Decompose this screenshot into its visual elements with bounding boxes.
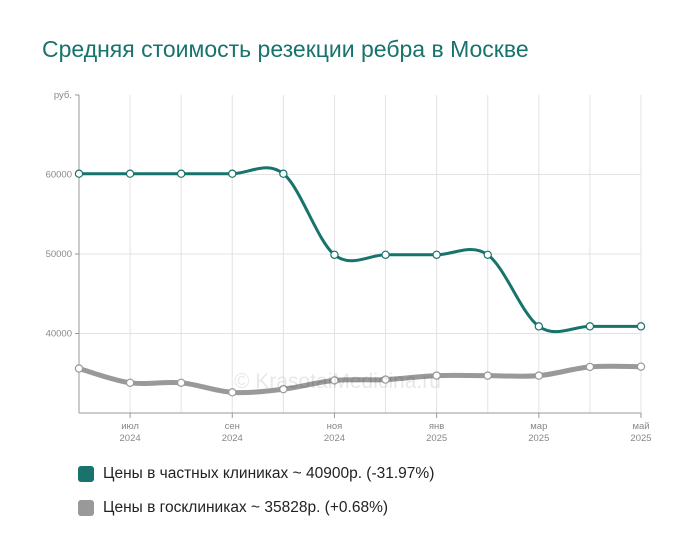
data-point-public — [534, 371, 544, 380]
label-layer: 400005000060000руб.июл2024сен2024ноя2024… — [46, 90, 652, 444]
chart-title: Средняя стоимость резекции ребра в Москв… — [42, 36, 529, 62]
data-point-public — [176, 378, 186, 387]
x-tick-label-year: 2024 — [222, 433, 243, 444]
data-point-private — [585, 322, 595, 331]
data-point-private — [432, 250, 441, 259]
data-point-private — [74, 169, 84, 178]
data-point-private — [330, 250, 339, 259]
data-point-private — [381, 250, 390, 259]
data-point-public — [74, 364, 84, 373]
legend-item-public-clinics[interactable]: Цены в госклиниках ~ 35828р. (+0.68%) — [78, 499, 388, 517]
x-tick-label-month: июл — [121, 421, 139, 432]
data-point-public — [432, 371, 441, 380]
watermark: © KrasotaiMedicina.ru — [234, 370, 441, 393]
y-tick-label: 50000 — [46, 249, 72, 260]
data-point-private — [228, 169, 237, 178]
series-line-public — [76, 363, 644, 396]
x-tick-label-year: 2025 — [528, 433, 549, 444]
data-point-public — [381, 375, 390, 384]
data-point-private — [125, 169, 135, 178]
data-point-public — [483, 371, 492, 380]
axis-layer — [75, 94, 642, 418]
data-point-private — [636, 322, 646, 331]
x-tick-label-year: 2025 — [630, 433, 651, 444]
data-point-public — [279, 384, 288, 394]
data-point-public — [228, 388, 237, 397]
x-tick-label-month: май — [632, 421, 649, 432]
grid-layer — [78, 95, 642, 413]
data-point-public — [330, 376, 339, 385]
data-point-private — [176, 169, 186, 178]
x-tick-label-month: сен — [225, 421, 240, 432]
data-point-public — [125, 378, 135, 387]
series-layer — [74, 166, 646, 397]
x-tick-label-year: 2024 — [120, 433, 141, 444]
legend-label-private: Цены в частных клиниках ~ 40900р. (-31.9… — [103, 465, 435, 482]
x-tick-label-year: 2024 — [324, 433, 345, 444]
legend-swatch-public — [78, 500, 94, 516]
data-point-public — [585, 362, 595, 372]
y-tick-label: 40000 — [46, 329, 72, 340]
legend-label-public: Цены в госклиниках ~ 35828р. (+0.68%) — [103, 499, 389, 516]
x-tick-label-month: янв — [429, 421, 444, 432]
series-line-private — [77, 166, 643, 334]
data-point-public — [636, 362, 646, 371]
x-tick-label-month: ноя — [327, 421, 343, 432]
data-point-private — [483, 250, 492, 259]
y-axis-label: руб. — [54, 90, 72, 101]
x-tick-label-month: мар — [530, 421, 547, 432]
data-point-private — [279, 169, 288, 178]
x-tick-label-year: 2025 — [426, 433, 447, 444]
y-tick-label: 60000 — [46, 170, 72, 181]
data-point-private — [534, 322, 544, 331]
legend-item-private-clinics[interactable]: Цены в частных клиниках ~ 40900р. (-31.9… — [78, 465, 434, 483]
legend-swatch-private — [78, 466, 94, 482]
